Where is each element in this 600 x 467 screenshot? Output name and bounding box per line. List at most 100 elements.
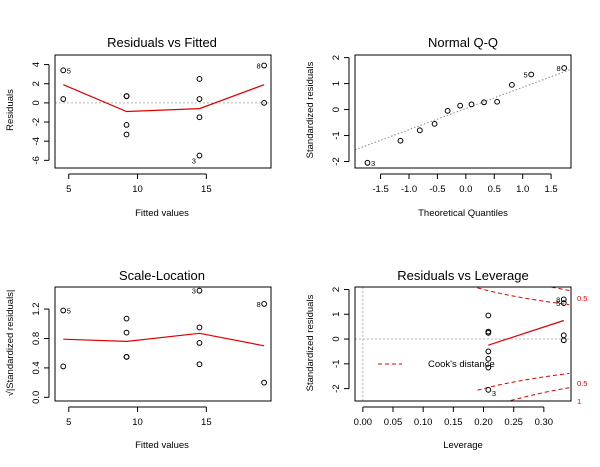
data-point — [60, 96, 67, 102]
y-tick-label: 1 — [331, 312, 342, 317]
point-label: 8 — [256, 62, 260, 71]
data-point — [560, 296, 567, 303]
cook-label: 1 — [577, 397, 581, 406]
panel-4-ylabel: Standardized residuals — [305, 294, 316, 391]
x-tick-label: 10 — [132, 417, 143, 428]
data-point — [397, 137, 404, 144]
panel-4: 0.5 0.5 1 Cook's distance 3 85 0.00 0.05 0.10 0.1… — [331, 286, 587, 428]
panel-4-title: Residuals vs Leverage — [397, 268, 529, 283]
data-point — [123, 315, 130, 322]
x-tick-label: -1.0 — [401, 184, 417, 195]
data-point — [528, 71, 535, 78]
data-point — [485, 355, 492, 362]
y-tick-label: -4 — [31, 137, 42, 145]
data-point — [261, 62, 268, 69]
x-tick-label: 15 — [201, 184, 212, 195]
data-point — [196, 361, 203, 368]
y-tick-label: 0.0 — [31, 391, 42, 404]
x-tick-label: 0.30 — [535, 417, 554, 428]
point-label: 3 — [492, 389, 496, 398]
x-tick-label: 1.0 — [516, 184, 529, 195]
panel-3-ylabel: √|Standardized residuals| — [5, 290, 16, 397]
point-label: 3 — [192, 287, 196, 296]
y-tick-label: 0.8 — [31, 332, 42, 345]
x-tick-label: 15 — [201, 417, 212, 428]
data-point — [560, 337, 567, 344]
cook-curve — [477, 372, 570, 391]
point-label: 8 — [556, 295, 560, 304]
data-point — [196, 114, 203, 121]
x-tick-label: -0.5 — [429, 184, 445, 195]
data-point — [123, 122, 130, 128]
panel-2: 3 5 8 -1.5 -1.0 -0.5 0.0 0.5 1.0 1.5 -2 -1 0 1 2 — [331, 54, 572, 195]
panel-3: 5 3 8 5 10 15 0.0 0.4 0.8 1.2 — [31, 286, 272, 428]
x-tick-label: 5 — [66, 417, 71, 428]
x-tick-label: 0.00 — [354, 417, 373, 428]
data-point — [196, 287, 203, 294]
panel-1: 5 3 8 5 10 15 -6 -4 -2 0 2 4 — [31, 54, 272, 195]
point-label: 5 — [67, 66, 71, 75]
data-point — [123, 353, 130, 360]
data-point — [457, 102, 464, 109]
data-point — [416, 127, 423, 134]
panel-1-title: Residuals vs Fitted — [107, 35, 217, 50]
smoother-line — [63, 84, 265, 113]
x-tick-label: -1.5 — [372, 184, 388, 195]
data-point — [364, 159, 371, 166]
y-tick-label: 2 — [331, 55, 342, 60]
data-point — [261, 301, 268, 307]
point-label: 3 — [371, 159, 375, 168]
panel-2-ylabel: Standardized residuals — [305, 61, 316, 158]
data-point — [444, 107, 451, 114]
data-point — [485, 329, 492, 336]
data-point — [561, 65, 568, 71]
panel-4-xlabel: Leverage — [443, 440, 483, 451]
x-tick-label: 0.5 — [488, 184, 501, 195]
panel-2-title: Normal Q-Q — [428, 35, 498, 50]
data-point — [196, 76, 203, 82]
smoother-line — [488, 319, 564, 346]
data-point — [485, 364, 492, 371]
point-label: 5 — [524, 70, 528, 79]
y-tick-label: -2 — [331, 157, 342, 165]
cook-label: 0.5 — [577, 379, 587, 388]
data-point — [60, 363, 67, 370]
cook-label: 0.5 — [577, 294, 587, 303]
panel-2-xlabel: Theoretical Quantiles — [418, 208, 508, 219]
y-tick-label: -2 — [31, 118, 42, 126]
plot-frame — [54, 286, 272, 402]
x-tick-label: 0.20 — [474, 417, 493, 428]
cook-curve — [548, 287, 570, 291]
data-point — [196, 96, 203, 102]
x-tick-label: 0.0 — [459, 184, 472, 195]
data-point — [123, 329, 130, 336]
data-point — [468, 101, 475, 108]
data-point — [485, 312, 492, 319]
point-label: 8 — [557, 64, 561, 73]
data-point — [261, 99, 268, 106]
cook-curve — [507, 387, 570, 401]
data-point — [261, 379, 268, 386]
y-tick-label: -1 — [331, 131, 342, 139]
data-point — [196, 324, 203, 331]
cook-curves — [477, 287, 570, 401]
y-tick-label: 0 — [331, 336, 342, 341]
x-tick-label: 5 — [66, 184, 71, 195]
plot-frame — [354, 286, 572, 402]
cook-curve — [477, 287, 570, 306]
y-tick-label: -6 — [31, 156, 42, 164]
smoother-line — [63, 332, 265, 347]
point-label: 8 — [256, 300, 260, 309]
point-label: 5 — [67, 307, 71, 316]
y-tick-label: 0 — [31, 100, 42, 105]
data-point — [481, 99, 487, 106]
point-label: 5 — [556, 299, 560, 308]
plot-frame — [54, 54, 272, 169]
x-tick-label: 0.15 — [444, 417, 463, 428]
y-tick-label: 2 — [331, 287, 342, 292]
y-tick-label: 0.4 — [31, 361, 42, 374]
panel-1-ylabel: Residuals — [5, 89, 16, 131]
plot-frame — [354, 54, 572, 169]
x-tick-label: 10 — [132, 184, 143, 195]
